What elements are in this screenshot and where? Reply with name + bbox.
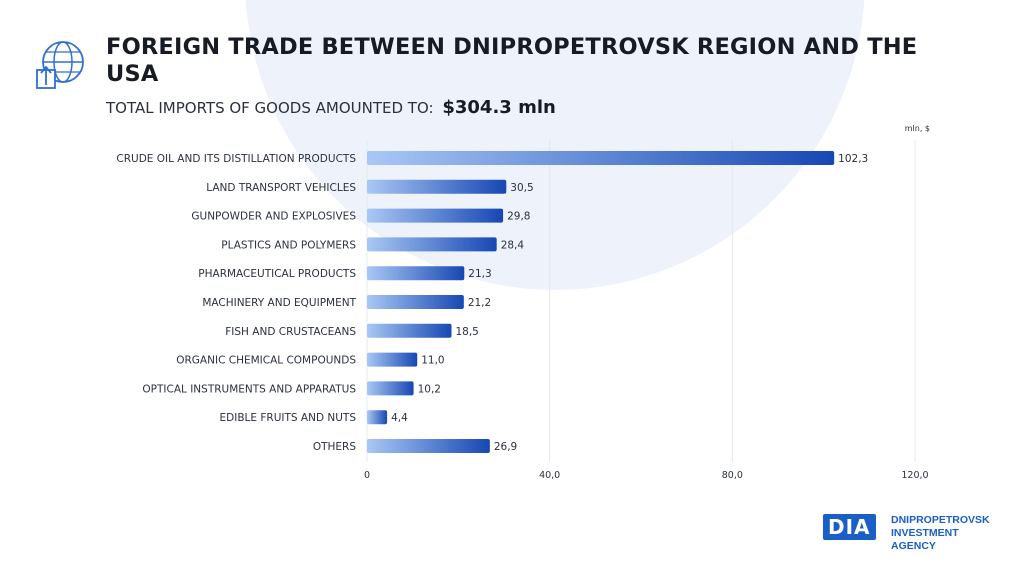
category-label: LAND TRANSPORT VEHICLES: [206, 182, 356, 194]
category-label: OTHERS: [313, 441, 357, 453]
bar: [367, 352, 418, 367]
logo-line-2: INVESTMENT AGENCY: [891, 527, 959, 552]
bar: [367, 208, 504, 223]
value-label: 11,0: [421, 355, 444, 367]
total-imports-value: $304.3 mln: [442, 97, 556, 118]
subtitle-label: TOTAL IMPORTS OF GOODS AMOUNTED TO:: [106, 99, 434, 117]
x-tick-label: 0: [364, 470, 370, 481]
logo-line-1: DNIPROPETROVSK: [891, 514, 990, 526]
unit-label: mln, $: [905, 124, 930, 133]
bar: [367, 323, 452, 338]
value-label: 29,8: [507, 211, 530, 223]
value-label: 30,5: [510, 182, 533, 194]
bar: [367, 439, 490, 453]
category-label: PHARMACEUTICAL PRODUCTS: [198, 268, 356, 280]
logo-text: DNIPROPETROVSK INVESTMENT AGENCY: [891, 514, 1001, 553]
value-label: 28,4: [501, 239, 525, 251]
category-label: EDIBLE FRUITS AND NUTS: [220, 412, 357, 424]
value-label: 26,9: [494, 441, 517, 453]
value-label: 4,4: [391, 412, 408, 424]
category-label: MACHINERY AND EQUIPMENT: [202, 297, 356, 309]
bar: [367, 179, 507, 194]
category-label: PLASTICS AND POLYMERS: [221, 239, 356, 251]
bar: [367, 266, 465, 281]
subtitle: TOTAL IMPORTS OF GOODS AMOUNTED TO: $304…: [106, 97, 556, 118]
logo-mark: DIA: [823, 514, 876, 540]
value-label: 10,2: [418, 383, 441, 395]
value-label: 18,5: [455, 326, 478, 338]
value-label: 102,3: [838, 153, 868, 165]
category-label: OPTICAL INSTRUMENTS AND APPARATUS: [142, 383, 356, 395]
globe-upload-box-icon: [36, 41, 84, 89]
bar: [367, 237, 497, 252]
x-tick-label: 120,0: [901, 470, 928, 481]
bar: [367, 381, 414, 396]
bar: [367, 295, 464, 309]
bar: [367, 410, 388, 425]
value-label: 21,2: [468, 297, 491, 309]
bar: [367, 151, 835, 165]
category-label: CRUDE OIL AND ITS DISTILLATION PRODUCTS: [116, 153, 356, 165]
value-label: 21,3: [468, 268, 491, 280]
category-label: FISH AND CRUSTACEANS: [225, 326, 356, 338]
category-label: ORGANIC CHEMICAL COMPOUNDS: [176, 355, 356, 367]
category-label: GUNPOWDER AND EXPLOSIVES: [191, 211, 356, 223]
x-tick-label: 80,0: [722, 470, 743, 481]
x-tick-label: 40,0: [539, 470, 560, 481]
page-title: FOREIGN TRADE BETWEEN DNIPROPETROVSK REG…: [106, 34, 918, 87]
